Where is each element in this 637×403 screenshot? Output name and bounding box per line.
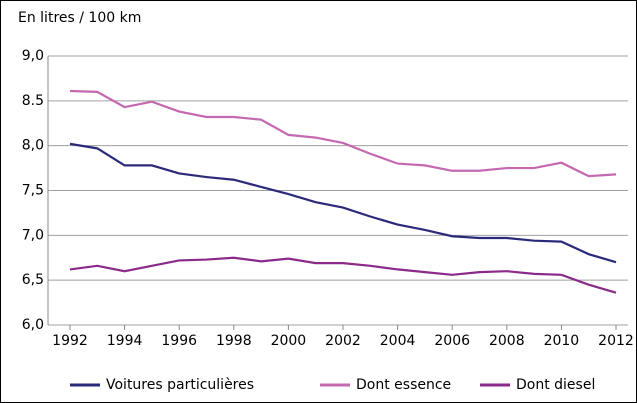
x-tick-label: 1998	[216, 333, 252, 349]
line	[69, 256, 617, 294]
x-tick-label: 2008	[489, 333, 525, 349]
x-tick-label: 1994	[107, 333, 143, 349]
y-tick-label: 6,5	[22, 272, 44, 288]
line	[69, 89, 617, 178]
x-tick-label: 2006	[434, 333, 470, 349]
y-axis-label: En litres / 100 km	[18, 10, 141, 26]
x-tick-label: 2004	[380, 333, 416, 349]
x-tick-label: 1996	[161, 333, 197, 349]
legend-label: Voitures particulières	[106, 377, 254, 393]
x-tick-label: 2012	[598, 333, 634, 349]
y-tick-label: 6,0	[22, 317, 44, 333]
y-tick-label: 8.5	[22, 93, 44, 109]
y-tick-label: 8,0	[22, 138, 44, 154]
y-tick-label: 7,0	[22, 227, 44, 243]
y-tick-label: 9,0	[22, 48, 44, 64]
line	[69, 142, 617, 264]
x-tick-label: 2010	[544, 333, 580, 349]
legend-label: Dont diesel	[516, 377, 595, 393]
x-tick-label: 2000	[271, 333, 307, 349]
y-tick-label: 7,5	[22, 183, 44, 199]
x-tick-label: 2002	[325, 333, 361, 349]
legend-label: Dont essence	[356, 377, 451, 393]
x-tick-label: 1992	[52, 333, 88, 349]
